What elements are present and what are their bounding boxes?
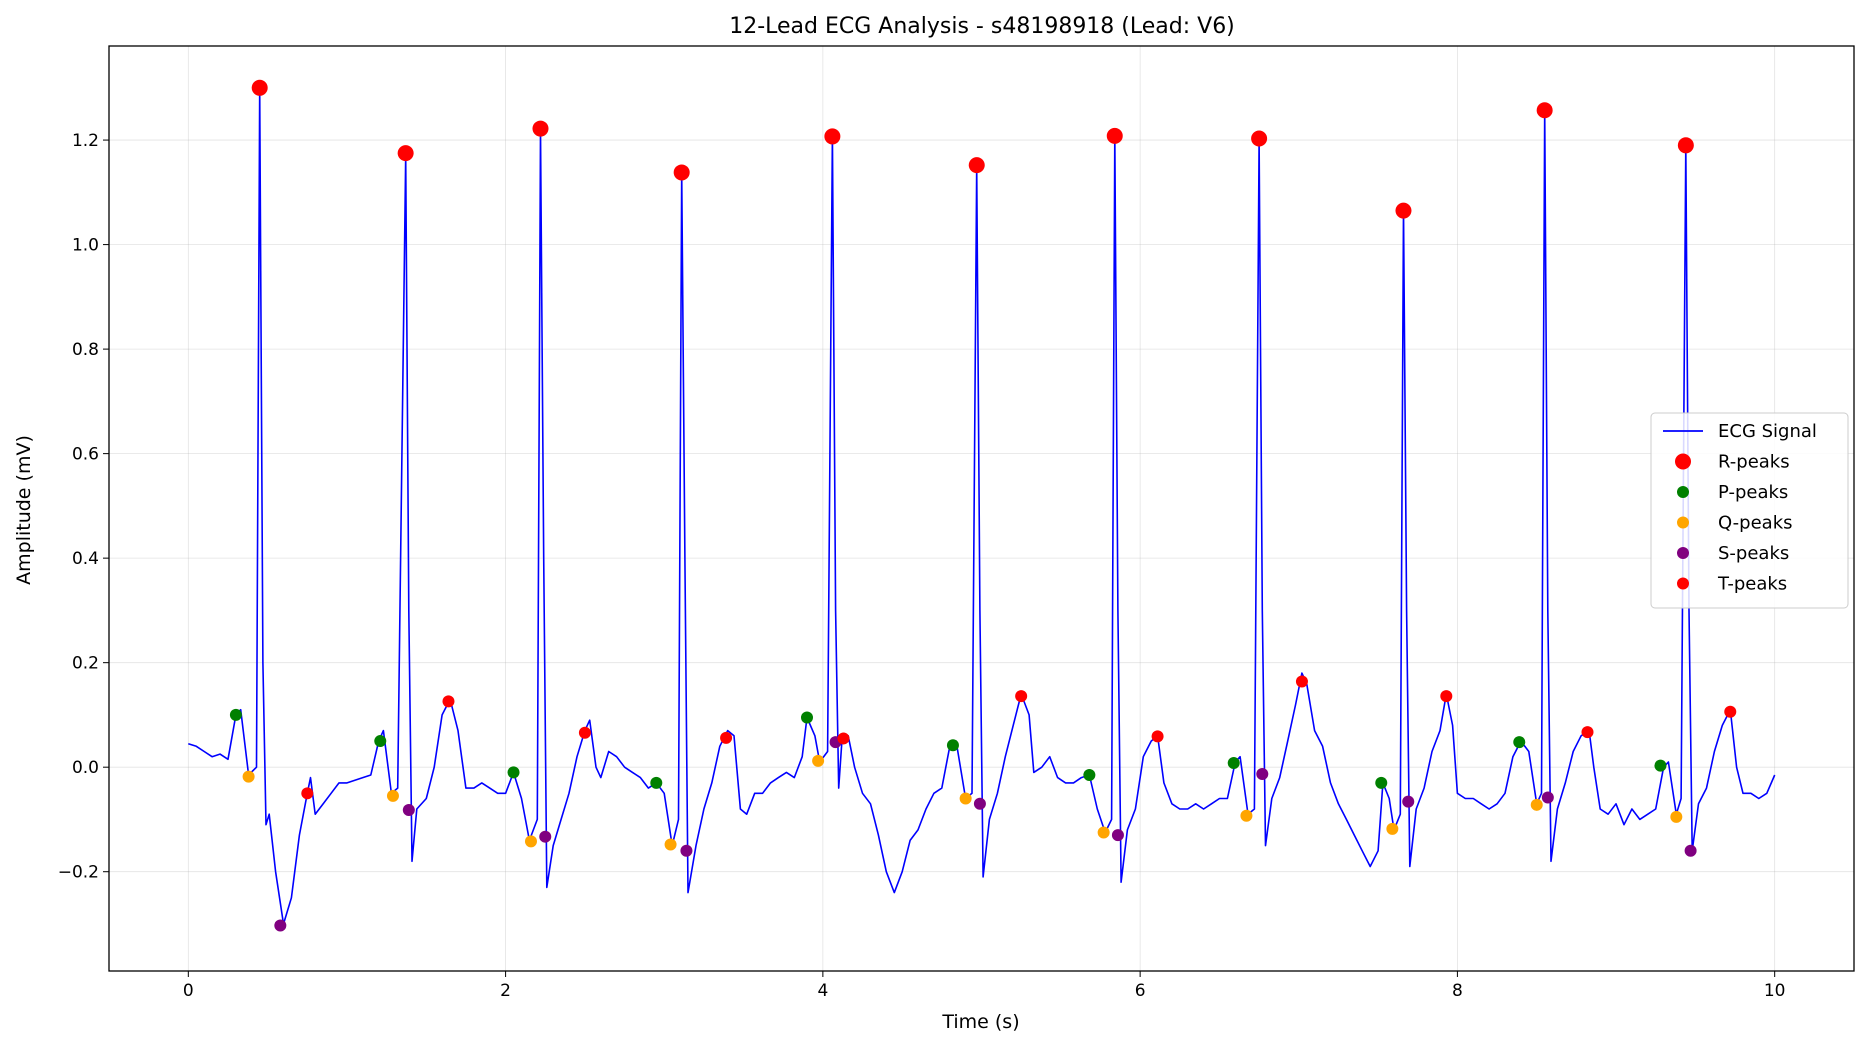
t-peaks-marker	[1151, 730, 1164, 743]
y-tick-label: 0.0	[72, 758, 99, 778]
r-peaks-marker	[673, 164, 690, 181]
plot-frame	[108, 45, 1855, 972]
s-peaks-marker	[1684, 844, 1697, 857]
t-peaks-marker	[1440, 690, 1453, 703]
t-peaks-marker	[837, 732, 850, 745]
legend-swatch-q-peaks	[1677, 516, 1689, 529]
p-peaks-marker	[229, 708, 242, 721]
t-peaks-marker	[578, 726, 591, 739]
p-peaks-marker	[1227, 757, 1240, 770]
q-peaks-marker	[1530, 798, 1543, 811]
r-peaks-marker	[532, 120, 549, 137]
x-tick-label: 4	[817, 981, 828, 1001]
s-peaks-marker	[680, 844, 693, 857]
y-tick-label: 1.2	[72, 131, 99, 151]
t-peaks-marker	[442, 695, 455, 708]
y-tick-label: 1.0	[72, 236, 99, 256]
r-peaks-marker	[397, 145, 414, 162]
x-tick-label: 6	[1135, 981, 1146, 1001]
q-peaks-marker	[1670, 810, 1683, 823]
q-peaks-marker	[664, 838, 677, 851]
s-peaks-marker	[1541, 791, 1554, 804]
q-peaks-marker	[242, 770, 255, 783]
chart-title: 12-Lead ECG Analysis - s48198918 (Lead: …	[729, 14, 1235, 39]
legend-swatch-p-peaks	[1677, 486, 1689, 498]
q-peaks-marker	[812, 754, 825, 767]
p-peaks-marker	[801, 711, 813, 724]
x-tick-label: 0	[183, 981, 194, 1001]
q-peaks-marker	[1386, 822, 1399, 835]
s-peaks-marker	[1111, 829, 1124, 842]
q-peaks-marker	[959, 792, 972, 805]
p-peaks-marker	[374, 735, 387, 748]
p-peaks-marker	[1513, 736, 1526, 749]
s-peaks-marker	[973, 797, 986, 810]
y-tick-label: −0.2	[58, 863, 99, 883]
legend-swatch-s-peaks	[1677, 547, 1689, 559]
r-peaks-marker	[968, 157, 985, 174]
r-peaks-marker	[1395, 202, 1412, 219]
x-tick-label: 2	[500, 981, 511, 1001]
t-peaks-marker	[720, 731, 733, 744]
r-peaks-marker	[1106, 127, 1123, 144]
legend-label-p-peaks: P-peaks	[1718, 482, 1788, 503]
p-peaks-marker	[1654, 759, 1667, 772]
y-tick-label: 0.8	[72, 340, 99, 360]
t-peaks-marker	[1581, 726, 1594, 739]
q-peaks-marker	[386, 789, 399, 802]
y-tick-label: 0.6	[72, 445, 99, 465]
legend-swatch-r-peaks	[1675, 453, 1691, 470]
legend-label-r-peaks: R-peaks	[1718, 452, 1790, 473]
legend-label-t-peaks: T-peaks	[1717, 574, 1787, 595]
t-peaks-marker	[301, 787, 314, 800]
q-peaks-marker	[1240, 809, 1253, 822]
s-peaks-marker	[1256, 767, 1269, 780]
x-tick-label: 8	[1452, 981, 1463, 1001]
peak-markers	[229, 79, 1737, 932]
p-peaks-marker	[1375, 776, 1388, 789]
legend: ECG Signal R-peaks P-peaks Q-peaks S-peaks T-…	[1650, 412, 1849, 609]
p-peaks-marker	[507, 766, 520, 779]
q-peaks-marker	[524, 835, 537, 848]
r-peaks-marker	[1536, 102, 1553, 119]
p-peaks-marker	[650, 776, 663, 789]
s-peaks-marker	[402, 804, 415, 817]
q-peaks-marker	[1097, 826, 1110, 839]
x-tick-label: 10	[1764, 981, 1786, 1001]
p-peaks-marker	[1083, 769, 1096, 782]
x-axis-label: Time (s)	[941, 1011, 1019, 1033]
r-peaks-marker	[824, 128, 841, 145]
y-tick-label: 0.4	[72, 549, 99, 569]
legend-label-s-peaks: S-peaks	[1718, 543, 1789, 564]
legend-label-ecg-signal: ECG Signal	[1718, 421, 1817, 442]
t-peaks-marker	[1724, 705, 1737, 718]
legend-swatch-t-peaks	[1677, 577, 1689, 590]
s-peaks-marker	[274, 919, 287, 932]
s-peaks-marker	[1402, 795, 1415, 808]
t-peaks-marker	[1015, 690, 1028, 703]
legend-box	[1650, 412, 1849, 609]
s-peaks-marker	[539, 830, 552, 843]
t-peaks-marker	[1295, 675, 1308, 688]
r-peaks-marker	[1251, 130, 1268, 147]
legend-label-q-peaks: Q-peaks	[1718, 513, 1793, 534]
r-peaks-marker	[1677, 137, 1694, 154]
p-peaks-marker	[946, 739, 959, 752]
y-tick-label: 0.2	[72, 654, 99, 674]
y-axis-label: Amplitude (mV)	[13, 435, 35, 585]
axis-ticks: 0 2 4 6 8 10 −0.2 0.0 0.2 0.4 0.6 0.8 1.0 1.2	[58, 131, 1786, 1001]
r-peaks-marker	[251, 79, 268, 96]
